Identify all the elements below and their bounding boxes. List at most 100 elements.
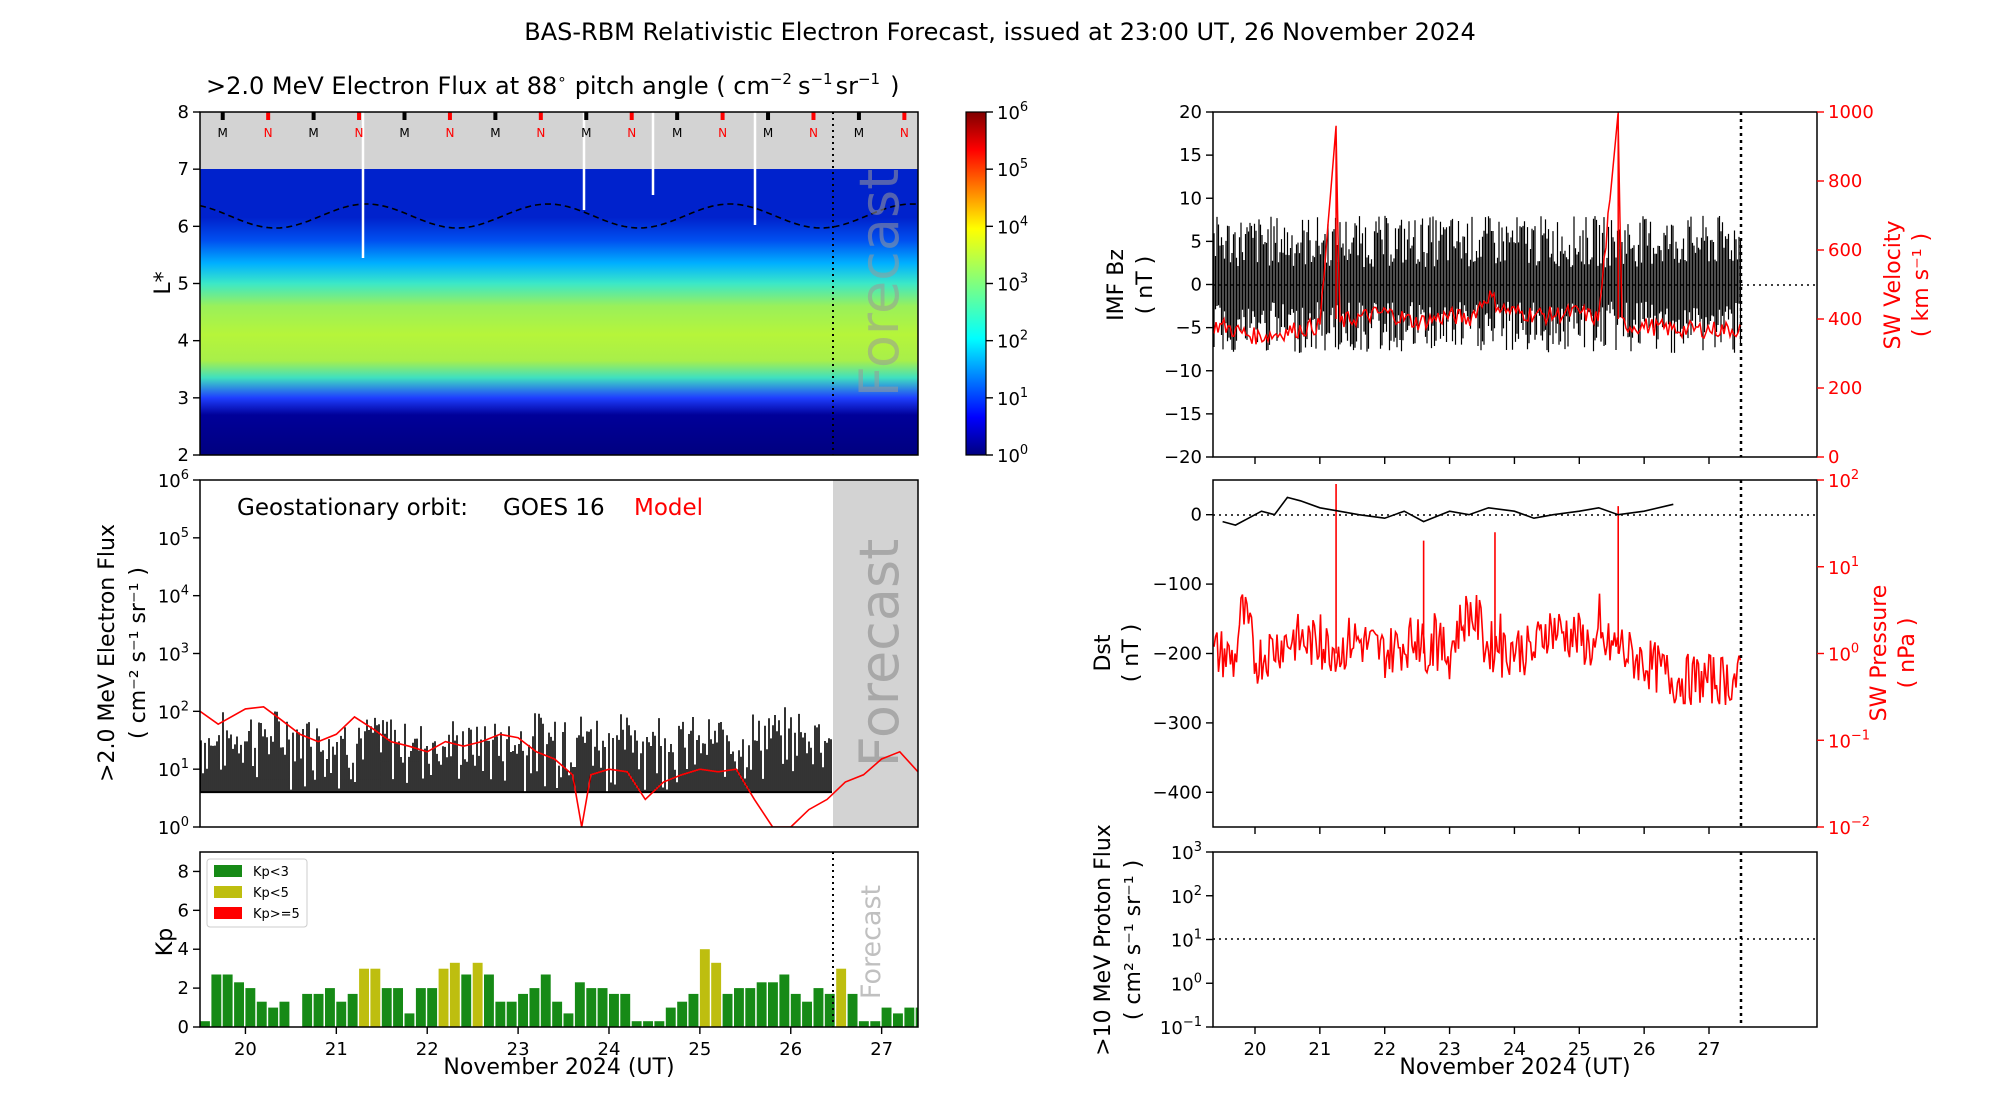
y-tick-label: 6: [178, 216, 189, 237]
psw-yaxis: 10−2 10−1 100 101 102: [1817, 468, 1870, 839]
y-tick-label: 8: [178, 861, 189, 882]
flux-map-title: >2.0 MeV Electron Flux at 88∘ pitch angle…: [206, 70, 899, 100]
kp-bar: [779, 974, 790, 1027]
x-tick-label: 25: [1568, 1039, 1591, 1060]
kp-bar: [529, 988, 540, 1027]
y-tick-label: 5: [178, 274, 189, 295]
kp-bar: [472, 962, 483, 1027]
flux-map-ylabel: L*: [151, 271, 176, 294]
kp-bars: [200, 949, 918, 1027]
kp-bar: [631, 1021, 642, 1027]
dst-ylabel-line1: Dst: [1091, 634, 1116, 671]
y-tick-label: 7: [178, 159, 189, 180]
kp-bar: [904, 1007, 915, 1027]
x-tick-label: 21: [325, 1039, 348, 1060]
kp-bar: [699, 949, 710, 1027]
kp-frame: [199, 851, 919, 1028]
map-gray-band: [200, 112, 918, 169]
proton-ylabel-line1: >10 MeV Proton Flux: [1091, 824, 1116, 1056]
y-tick-label: 0: [1191, 275, 1202, 296]
proton-ylabel-line2: ( cm² s⁻¹ sr⁻¹ ): [1121, 860, 1146, 1020]
kp-bar: [222, 974, 233, 1027]
kp-bar: [836, 968, 847, 1027]
goes-flux-hatch: [200, 707, 832, 793]
y-tick-label: −15: [1164, 404, 1202, 425]
kp-bar: [279, 1001, 290, 1027]
y-tick-label: 6: [178, 900, 189, 921]
x-tick-label: 21: [1308, 1039, 1331, 1060]
mlt-label: N: [445, 126, 454, 140]
kp-bar: [847, 993, 858, 1027]
y-tick-label: 106: [158, 468, 189, 492]
x-tick-label: 26: [779, 1039, 802, 1060]
x-tick-label: 22: [1373, 1039, 1396, 1060]
y-tick-label: −5: [1175, 318, 1202, 339]
y-tick-label: 15: [1179, 145, 1202, 166]
y-tick-label: 20: [1179, 102, 1202, 123]
colorbar-tick-label: 104: [997, 214, 1028, 238]
colorbar-tick-label: 102: [997, 329, 1028, 353]
kp-bar: [881, 1007, 892, 1027]
kp-bar: [768, 982, 778, 1027]
x-tick-label: 26: [1633, 1039, 1656, 1060]
kp-bar: [790, 993, 801, 1027]
colorbar-tick-label: 103: [997, 272, 1028, 296]
mlt-label: M: [308, 126, 318, 140]
sw-pressure-line: [1213, 483, 1742, 706]
flux-map-yaxis: 2 3 4 5 6 7 8: [178, 102, 200, 466]
kp-bar: [802, 1001, 812, 1027]
vsw-yaxis: 0 200 400 600 800 1000: [1817, 102, 1874, 468]
goes-legend-model: Model: [634, 495, 703, 521]
y-tick-label: 200: [1828, 378, 1862, 399]
proton-xaxis: 20 21 22 23 24 25 26 27: [1244, 457, 1720, 1060]
y-tick-label: −10: [1164, 361, 1202, 382]
kp-bar: [858, 1021, 869, 1027]
y-tick-label: 101: [1828, 555, 1859, 579]
x-tick-label: 22: [416, 1039, 439, 1060]
y-tick-label: −100: [1153, 574, 1202, 595]
x-tick-label: 24: [1503, 1039, 1526, 1060]
kp-bar: [325, 988, 335, 1027]
kp-bar: [586, 988, 597, 1027]
kp-yaxis: 0 2 4 6 8: [178, 861, 200, 1038]
dst-ylabel-line2: ( nT ): [1119, 624, 1144, 683]
kp-bar: [347, 993, 358, 1027]
goes-ylabel-line1: >2.0 MeV Electron Flux: [95, 524, 120, 782]
y-tick-label: 10−1: [1828, 728, 1870, 752]
goes-forecast-band: [833, 480, 918, 827]
kp-bar: [824, 993, 835, 1027]
kp-bar: [722, 993, 733, 1027]
mlt-label: N: [264, 126, 273, 140]
proton-panel: 10−1 100 101 102 103 20 21 22 23 24 25 26 27 >10 Me…: [1091, 457, 1818, 1080]
y-tick-label: 0: [1828, 447, 1839, 468]
y-tick-label: 8: [178, 102, 189, 123]
mlt-label: M: [399, 126, 409, 140]
dst-yaxis: −400 −300 −200 −100 0: [1153, 505, 1213, 803]
y-tick-label: 102: [158, 699, 189, 723]
vsw-ylabel-line2: ( km s⁻¹ ): [1909, 233, 1934, 337]
y-tick-label: −200: [1153, 644, 1202, 665]
x-tick-label: 23: [507, 1039, 530, 1060]
kp-legend-mid: Kp<5: [253, 886, 289, 901]
kp-bar: [915, 1007, 918, 1027]
y-tick-label: 10−2: [1828, 815, 1870, 839]
kp-bar: [302, 993, 313, 1027]
kp-bar: [245, 988, 256, 1027]
y-tick-label: −20: [1164, 447, 1202, 468]
mlt-label: M: [581, 126, 591, 140]
imf-panel: −20 −15 −10 −5 0 5 10 15 20 0 200 400 600 800 1000 IM…: [1104, 102, 1934, 468]
kp-legend: Kp<3 Kp<5 Kp>=5: [206, 858, 308, 928]
kp-bar: [552, 1001, 563, 1027]
y-tick-label: 100: [1828, 642, 1859, 666]
kp-bar: [870, 1021, 881, 1027]
y-tick-label: 3: [178, 388, 189, 409]
kp-bar: [461, 974, 472, 1027]
colorbar-axis: 100 101 102 103 104 105 106: [986, 100, 1028, 467]
y-tick-label: 800: [1828, 171, 1862, 192]
colorbar-tick-label: 106: [997, 100, 1028, 124]
figure-title: BAS-RBM Relativistic Electron Forecast, …: [524, 18, 1476, 46]
y-tick-label: 10: [1179, 188, 1202, 209]
imf-bz-series: [1213, 215, 1742, 353]
